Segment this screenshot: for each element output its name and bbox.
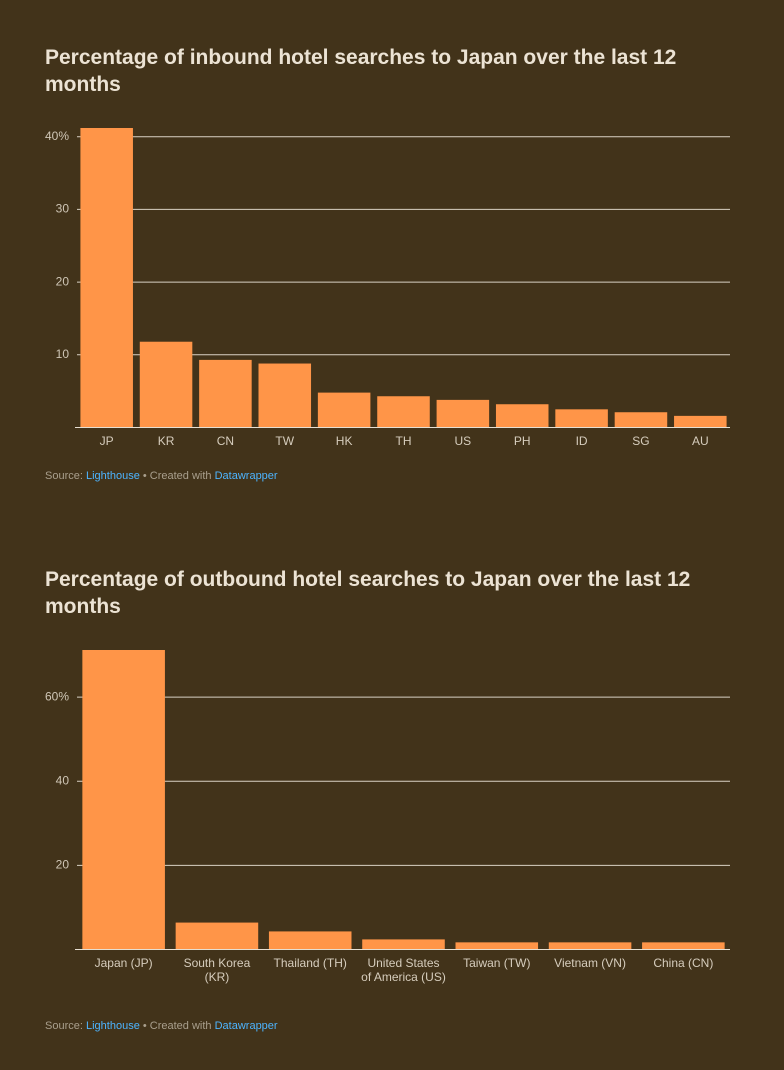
bar — [139, 341, 193, 428]
x-tick-label: Thailand (TH) — [273, 955, 347, 970]
x-tick-label: PH — [513, 433, 531, 448]
x-tick-label: AU — [691, 433, 709, 448]
x-tick-label: Japan (JP) — [94, 955, 153, 970]
x-tick-label: TW — [275, 433, 295, 448]
x-tick-label: Vietnam (VN) — [554, 955, 626, 970]
x-tick-label: Taiwan (TW) — [463, 955, 531, 970]
credit-label: • Created with — [142, 1020, 212, 1032]
x-tick-label: JP — [99, 433, 114, 448]
y-tick-label: 20 — [56, 858, 70, 872]
credit-label: • Created with — [142, 470, 212, 482]
footer: Source: Lighthouse • Created with Datawr… — [45, 470, 278, 482]
bar — [436, 399, 490, 428]
bar — [317, 392, 371, 428]
bar — [362, 939, 445, 950]
source-label: Source: — [45, 1020, 83, 1032]
x-tick-label: SG — [632, 433, 650, 448]
credit-link[interactable]: Datawrapper — [214, 1020, 278, 1032]
bar — [455, 942, 539, 950]
bar — [555, 409, 608, 428]
bar — [199, 359, 252, 428]
y-tick-label: 40 — [56, 773, 70, 787]
x-tick-label: HK — [335, 433, 353, 448]
bar — [268, 931, 352, 950]
plot: 40% 30 20 10 — [45, 128, 730, 428]
x-tick-label: South Korea (KR) — [183, 955, 251, 984]
x-tick-label: ID — [575, 433, 588, 448]
x-tick-label: China (CN) — [653, 955, 714, 970]
chart-title: Percentage of inbound hotel searches to … — [45, 46, 677, 96]
bar — [258, 363, 312, 428]
x-tick-label: TH — [395, 433, 412, 448]
bar — [548, 942, 632, 950]
y-tick-label: 60% — [45, 689, 69, 703]
chart: 60% 40 20 Percentage of outbound hotel sear… — [0, 522, 784, 1070]
y-tick-label: 30 — [56, 202, 70, 216]
chart: 40% 30 20 10 Percentage of inbound hotel sea… — [0, 0, 784, 522]
x-tick-label: KR — [157, 433, 175, 448]
source-label: Source: — [45, 470, 83, 482]
chart-title: Percentage of outbound hotel searches to… — [45, 568, 691, 618]
y-tick-label: 40% — [45, 129, 69, 143]
x-tick-label: United States of America (US) — [361, 955, 446, 984]
y-tick-label: 20 — [56, 274, 70, 288]
bar — [175, 922, 259, 950]
bar — [614, 412, 668, 428]
plot: 60% 40 20 — [45, 650, 730, 950]
source-link[interactable]: Lighthouse — [85, 470, 140, 482]
bar — [674, 415, 727, 428]
bar — [377, 396, 430, 428]
credit-link[interactable]: Datawrapper — [214, 470, 278, 482]
x-tick-label: CN — [216, 433, 235, 448]
source-link[interactable]: Lighthouse — [85, 1020, 140, 1032]
x-tick-label: US — [454, 433, 472, 448]
bar — [642, 942, 725, 950]
y-tick-label: 10 — [56, 347, 70, 361]
bar — [495, 404, 549, 428]
footer: Source: Lighthouse • Created with Datawr… — [45, 1020, 278, 1032]
bar — [82, 650, 165, 950]
bar — [80, 128, 133, 428]
